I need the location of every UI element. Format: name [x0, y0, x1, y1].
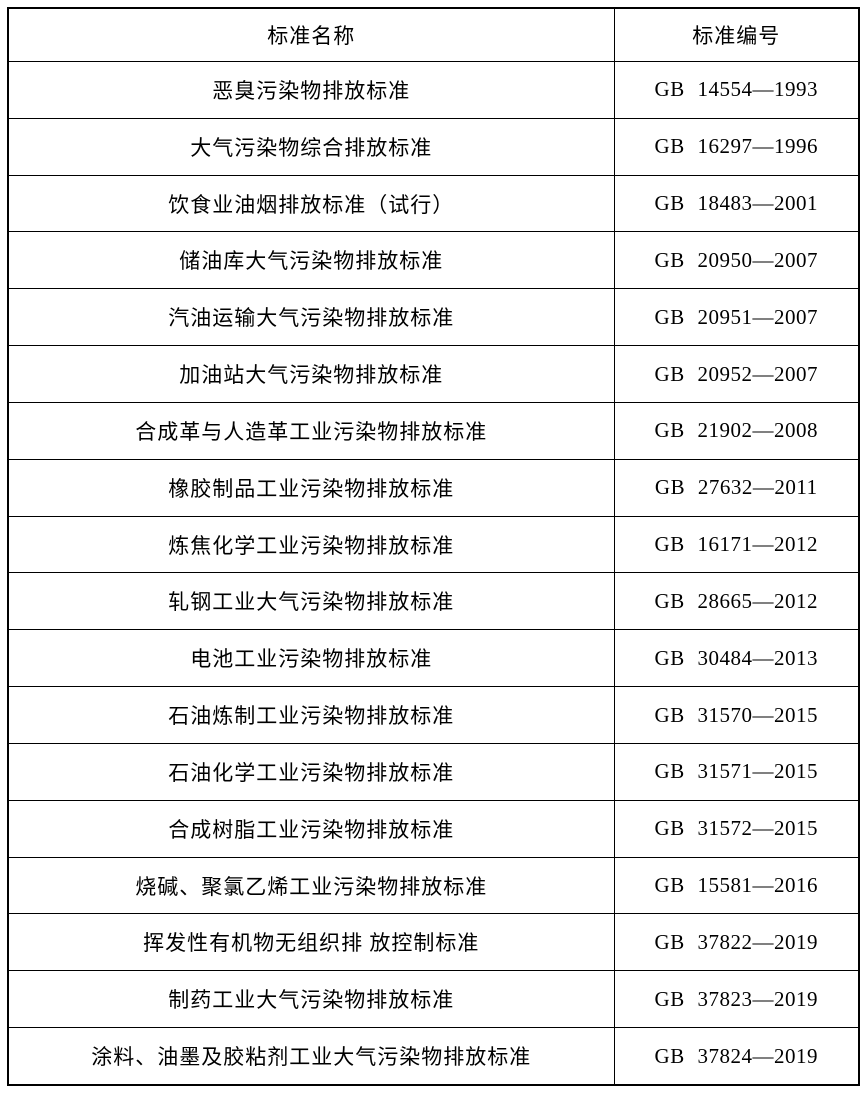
table-row: 炼焦化学工业污染物排放标准 GB 16171—2012 [7, 515, 860, 574]
table-row: 制药工业大气污染物排放标准 GB 37823—2019 [7, 970, 860, 1029]
standard-name-cell: 轧钢工业大气污染物排放标准 [7, 572, 615, 631]
table-row: 饮食业油烟排放标准（试行） GB 18483—2001 [7, 174, 860, 233]
standard-name-cell: 加油站大气污染物排放标准 [7, 345, 615, 403]
table-row: 烧碱、聚氯乙烯工业污染物排放标准 GB 15581—2016 [7, 856, 860, 915]
standard-code-cell: GB 16297—1996 [613, 117, 860, 176]
standard-name-cell: 合成革与人造革工业污染物排放标准 [7, 401, 615, 460]
standard-name-cell: 烧碱、聚氯乙烯工业污染物排放标准 [7, 856, 615, 915]
standard-name-cell: 恶臭污染物排放标准 [7, 61, 615, 119]
standard-code-cell: GB 37823—2019 [613, 970, 860, 1029]
standard-code-cell: GB 30484—2013 [613, 629, 860, 688]
table-row: 橡胶制品工业污染物排放标准 GB 27632—2011 [7, 458, 860, 517]
standard-code-cell: GB 28665—2012 [613, 572, 860, 631]
standard-code-cell: GB 21902—2008 [613, 401, 860, 460]
table-row: 涂料、油墨及胶粘剂工业大气污染物排放标准 GB 37824—2019 [7, 1027, 860, 1086]
standard-code-cell: GB 20952—2007 [613, 345, 860, 403]
table-row: 合成革与人造革工业污染物排放标准 GB 21902—2008 [7, 401, 860, 460]
standard-name-cell: 饮食业油烟排放标准（试行） [7, 174, 615, 233]
standard-name-cell: 储油库大气污染物排放标准 [7, 231, 615, 290]
standard-code-cell: GB 31571—2015 [613, 742, 860, 801]
table-header-row: 标准名称 标准编号 [7, 7, 860, 62]
table-row: 加油站大气污染物排放标准 GB 20952—2007 [7, 345, 860, 403]
standard-code-cell: GB 16171—2012 [613, 515, 860, 574]
standard-name-cell: 橡胶制品工业污染物排放标准 [7, 458, 615, 517]
standard-name-cell: 石油炼制工业污染物排放标准 [7, 686, 615, 744]
standard-name-cell: 大气污染物综合排放标准 [7, 117, 615, 176]
table-row: 合成树脂工业污染物排放标准 GB 31572—2015 [7, 799, 860, 858]
standard-code-cell: GB 18483—2001 [613, 174, 860, 233]
standard-code-cell: GB 14554—1993 [613, 61, 860, 119]
standard-code-cell: GB 20951—2007 [613, 288, 860, 347]
standard-name-cell: 电池工业污染物排放标准 [7, 629, 615, 688]
standard-name-cell: 石油化学工业污染物排放标准 [7, 742, 615, 801]
table-row: 电池工业污染物排放标准 GB 30484—2013 [7, 629, 860, 688]
table-row: 石油炼制工业污染物排放标准 GB 31570—2015 [7, 686, 860, 744]
standard-code-cell: GB 15581—2016 [613, 856, 860, 915]
table-row: 石油化学工业污染物排放标准 GB 31571—2015 [7, 742, 860, 801]
col-header-standard-name: 标准名称 [7, 7, 615, 62]
standard-name-cell: 合成树脂工业污染物排放标准 [7, 799, 615, 858]
standard-code-cell: GB 27632—2011 [613, 458, 860, 517]
table-row: 汽油运输大气污染物排放标准 GB 20951—2007 [7, 288, 860, 347]
standard-code-cell: GB 31572—2015 [613, 799, 860, 858]
table-row: 储油库大气污染物排放标准 GB 20950—2007 [7, 231, 860, 290]
standard-name-cell: 制药工业大气污染物排放标准 [7, 970, 615, 1029]
table-row: 大气污染物综合排放标准 GB 16297—1996 [7, 117, 860, 176]
standard-code-cell: GB 20950—2007 [613, 231, 860, 290]
col-header-standard-code: 标准编号 [613, 7, 860, 62]
standard-code-cell: GB 37824—2019 [613, 1027, 860, 1086]
standard-code-cell: GB 31570—2015 [613, 686, 860, 744]
table-row: 恶臭污染物排放标准 GB 14554—1993 [7, 61, 860, 119]
standards-table: 标准名称 标准编号 恶臭污染物排放标准 GB 14554—1993 大气污染物综… [7, 7, 860, 1086]
standard-name-cell: 炼焦化学工业污染物排放标准 [7, 515, 615, 574]
table-row: 轧钢工业大气污染物排放标准 GB 28665—2012 [7, 572, 860, 631]
standard-name-cell: 涂料、油墨及胶粘剂工业大气污染物排放标准 [7, 1027, 615, 1086]
standard-code-cell: GB 37822—2019 [613, 913, 860, 972]
standard-name-cell: 汽油运输大气污染物排放标准 [7, 288, 615, 347]
table-row: 挥发性有机物无组织排 放控制标准 GB 37822—2019 [7, 913, 860, 972]
standard-name-cell: 挥发性有机物无组织排 放控制标准 [7, 913, 615, 972]
